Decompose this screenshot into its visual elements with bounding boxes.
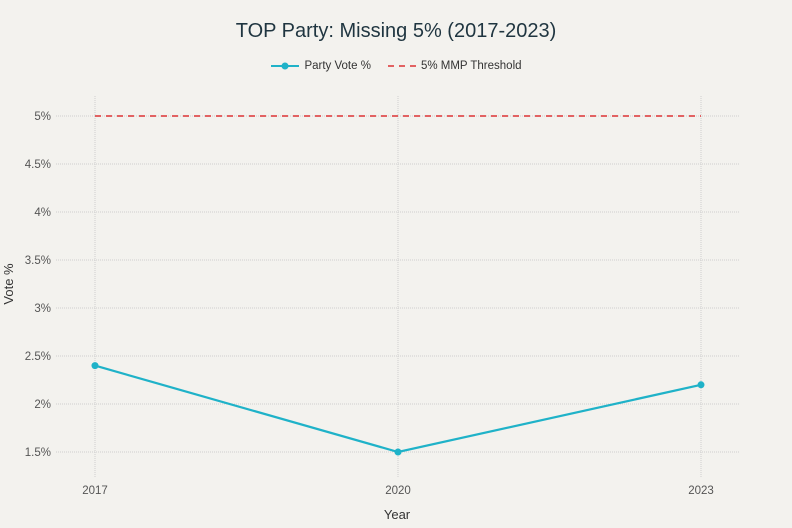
legend-line-marker-icon — [271, 62, 300, 70]
party-vote-point — [697, 381, 705, 389]
x-tick-label: 2023 — [688, 485, 714, 497]
y-tick-label: 4.5% — [25, 159, 51, 171]
legend-label-party-vote: Party Vote % — [304, 60, 371, 72]
y-tick-label: 3.5% — [25, 255, 51, 267]
chart-legend: Party Vote % 5% MMP Threshold — [0, 60, 792, 72]
legend-item-party-vote[interactable]: Party Vote % — [270, 60, 371, 72]
y-tick-label: 2% — [34, 399, 51, 411]
party-vote-point — [91, 362, 99, 370]
legend-item-threshold[interactable]: 5% MMP Threshold — [387, 60, 522, 72]
y-axis-ticks: 1.5% 2% 2.5% 3% 3.5% 4% 4.5% 5% — [25, 111, 51, 459]
y-tick-label: 5% — [34, 111, 51, 123]
x-axis-title: Year — [384, 507, 411, 522]
legend-label-threshold: 5% MMP Threshold — [420, 60, 522, 72]
series-layer — [91, 115, 705, 456]
chart-title: TOP Party: Missing 5% (2017-2023) — [235, 20, 557, 42]
y-axis-title: Vote % — [1, 263, 16, 305]
legend-dashed-line-icon — [387, 65, 416, 67]
y-tick-label: 1.5% — [25, 447, 51, 459]
y-tick-label: 4% — [34, 207, 51, 219]
grid-lines — [56, 96, 740, 478]
x-axis-ticks: 2017 2020 2023 — [82, 485, 714, 497]
x-tick-label: 2020 — [385, 485, 411, 497]
y-tick-label: 3% — [34, 303, 51, 315]
y-tick-label: 2.5% — [25, 351, 51, 363]
x-tick-label: 2017 — [82, 485, 108, 497]
party-vote-point — [394, 448, 402, 456]
